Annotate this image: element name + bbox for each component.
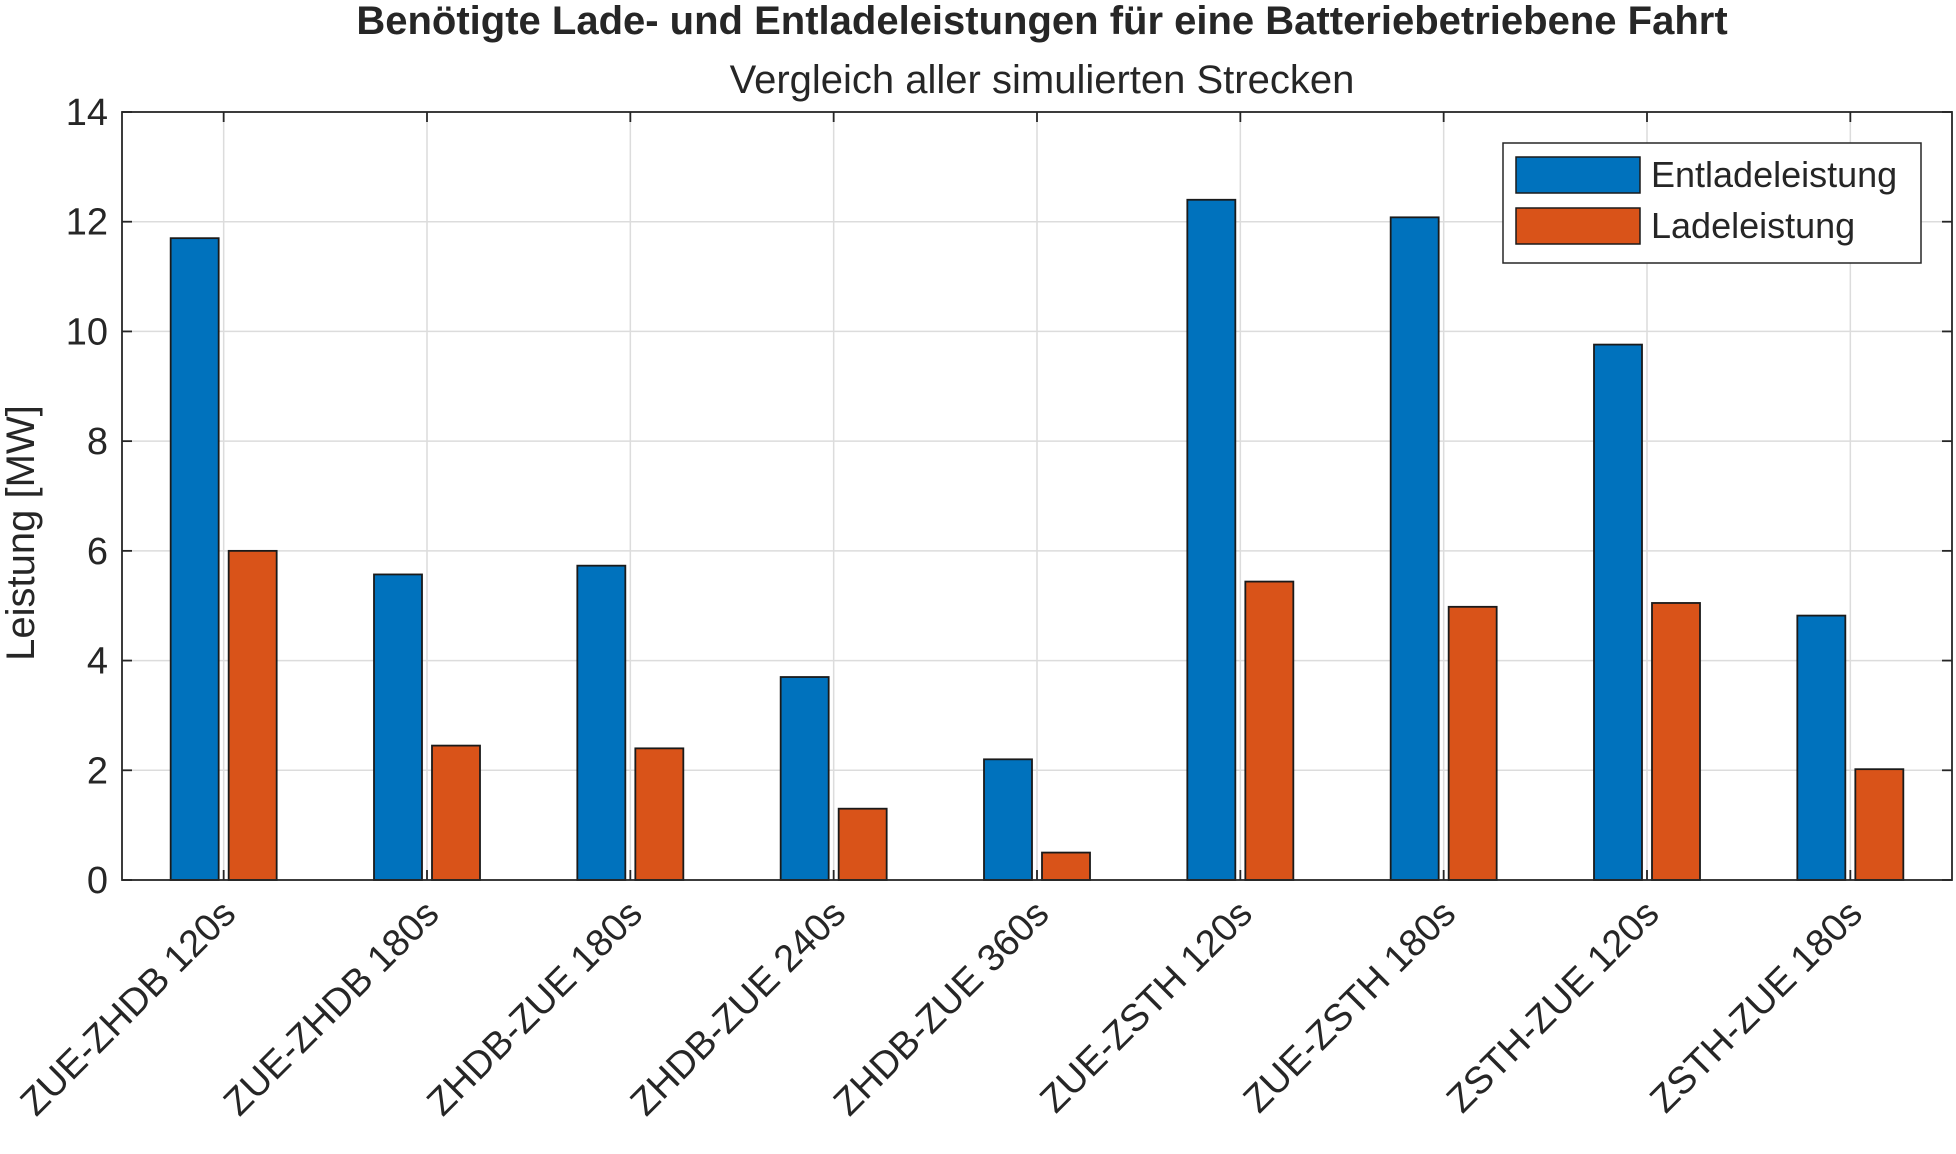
chart-title: Benötigte Lade- und Entladeleistungen fü… xyxy=(356,0,1727,43)
bar-ladeleistung-7 xyxy=(1447,605,1498,881)
bar-ladeleistung-4 xyxy=(837,807,888,881)
bar-entladeleistung-8 xyxy=(1593,343,1643,881)
y-tick-label: 6 xyxy=(87,531,108,573)
y-tick-label: 12 xyxy=(66,202,108,244)
bar-ladeleistung-5 xyxy=(1041,851,1091,881)
bar-entladeleistung-9 xyxy=(1796,614,1847,881)
bar-layer xyxy=(169,198,1905,881)
chart-subtitle: Vergleich aller simulierten Strecken xyxy=(730,58,1355,102)
x-tick-label: ZUE-ZSTH 120s xyxy=(1032,893,1260,1121)
x-tick-label: ZUE-ZHDB 180s xyxy=(216,893,447,1124)
y-tick-label: 4 xyxy=(87,641,108,683)
y-tick-label: 10 xyxy=(66,311,108,353)
x-tick-label: ZHDB-ZUE 240s xyxy=(623,893,854,1124)
legend-swatch-ladeleistung xyxy=(1515,207,1641,245)
x-tick-label: ZHDB-ZUE 360s xyxy=(826,893,1057,1124)
legend: Entladeleistung Ladeleistung xyxy=(1502,142,1922,264)
x-tick-label: ZSTH-ZUE 180s xyxy=(1642,893,1870,1121)
x-tick-label: ZSTH-ZUE 120s xyxy=(1439,893,1667,1121)
bar-entladeleistung-1 xyxy=(169,237,220,881)
bar-entladeleistung-3 xyxy=(576,564,627,881)
x-tick-label: ZUE-ZSTH 180s xyxy=(1236,893,1464,1121)
x-tick-label: ZHDB-ZUE 180s xyxy=(419,893,650,1124)
legend-label-ladeleistung: Ladeleistung xyxy=(1651,205,1855,246)
y-tick-label: 2 xyxy=(87,750,108,792)
y-tick-label: 0 xyxy=(87,860,108,902)
bar-entladeleistung-5 xyxy=(983,758,1033,881)
bar-ladeleistung-2 xyxy=(431,744,481,881)
grid-layer xyxy=(122,112,1952,880)
bar-ladeleistung-1 xyxy=(227,549,278,881)
bar-ladeleistung-3 xyxy=(634,747,685,881)
bar-entladeleistung-4 xyxy=(779,676,830,881)
y-axis-label: Leistung [MW] xyxy=(0,405,43,661)
bar-entladeleistung-6 xyxy=(1186,198,1237,881)
bar-ladeleistung-6 xyxy=(1244,580,1295,881)
y-tick-label: 8 xyxy=(87,421,108,463)
bar-entladeleistung-2 xyxy=(373,573,423,881)
x-tick-label: ZUE-ZHDB 120s xyxy=(13,893,244,1124)
bar-ladeleistung-9 xyxy=(1854,768,1905,881)
y-tick-label: 14 xyxy=(66,92,108,134)
legend-label-entladeleistung: Entladeleistung xyxy=(1651,154,1897,195)
legend-swatch-entladeleistung xyxy=(1515,156,1641,194)
bar-ladeleistung-8 xyxy=(1651,602,1701,881)
bar-entladeleistung-7 xyxy=(1389,216,1440,881)
